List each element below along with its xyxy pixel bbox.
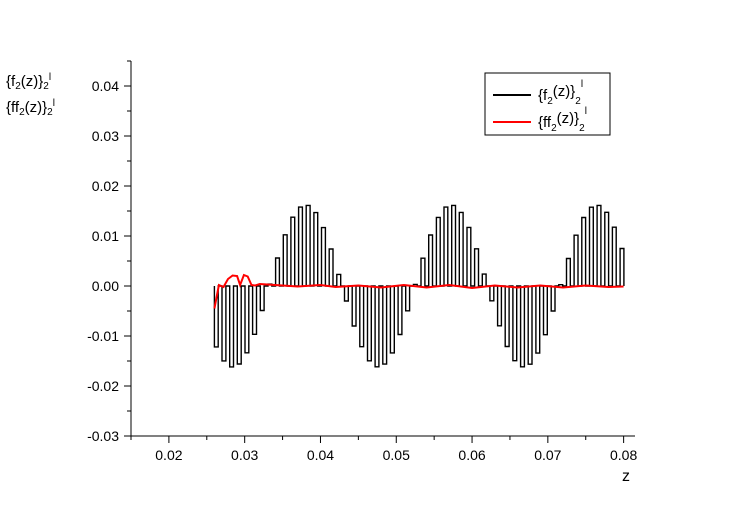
x-tick-label: 0.04 <box>307 447 334 463</box>
x-tick-label: 0.02 <box>155 447 182 463</box>
x-tick-label: 0.08 <box>610 447 637 463</box>
legend-label: {f2(z)}2l <box>538 79 583 107</box>
legend: {f2(z)}2l{ff2(z)}2l <box>484 72 611 136</box>
y-axis-title-line-1: {f2(z)}2l <box>6 72 52 92</box>
y-tick-label: -0.01 <box>87 328 119 344</box>
legend-label: {ff2(z)}2l <box>538 106 587 134</box>
series-ff2-line <box>213 273 624 309</box>
y-tick-label: 0.01 <box>92 228 119 244</box>
y-tick-label: 0.03 <box>92 128 119 144</box>
y-tick-label: 0.00 <box>92 278 119 294</box>
series-layer <box>213 204 625 368</box>
x-axis-title: z <box>622 468 630 485</box>
y-tick-label: 0.02 <box>92 178 119 194</box>
x-tick-label: 0.07 <box>534 447 561 463</box>
y-tick-label: -0.03 <box>87 428 119 444</box>
x-tick-label: 0.03 <box>231 447 258 463</box>
y-tick-label: -0.02 <box>87 378 119 394</box>
x-tick-label: 0.05 <box>383 447 410 463</box>
axes: 0.02 0.03 0.04 0.05 0.06 0.07 0.08 -0.03 -0.02 -0… <box>87 60 637 463</box>
x-tick-label: 0.06 <box>458 447 485 463</box>
legend-box <box>484 72 611 136</box>
y-tick-label: 0.04 <box>92 78 119 94</box>
y-axis-title-line-2: {ff2(z)}2l <box>6 98 55 118</box>
